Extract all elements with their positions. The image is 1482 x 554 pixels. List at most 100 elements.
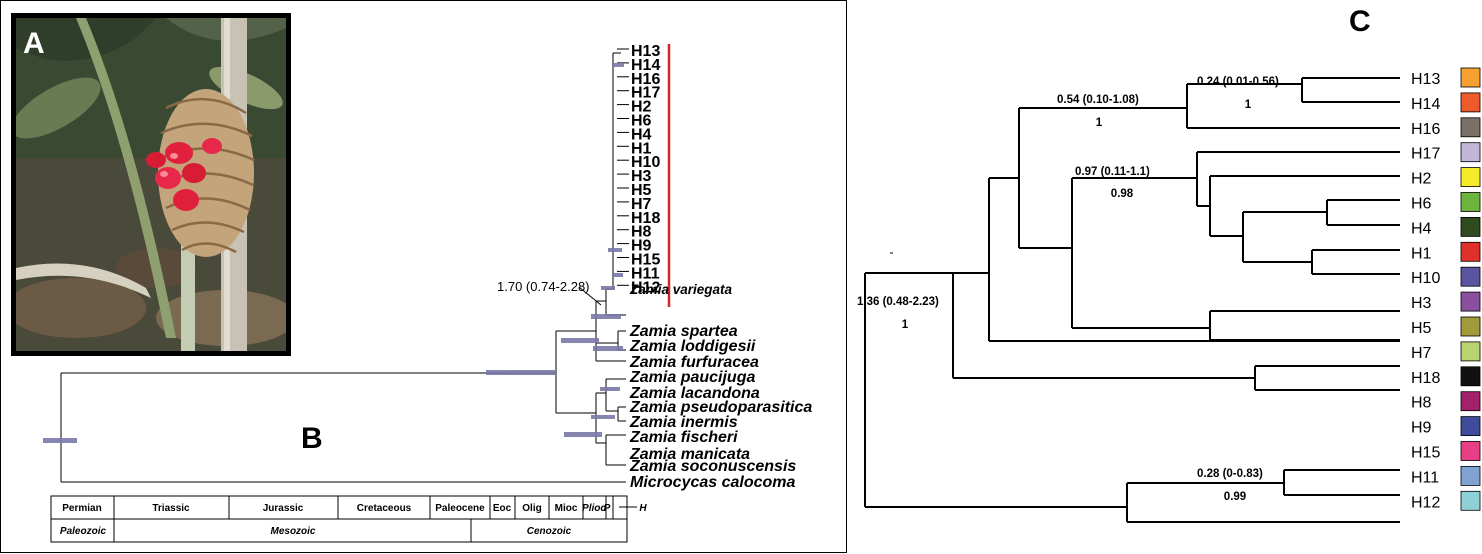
haplotype-color-swatch [1460,441,1481,461]
panel-label-a: A [23,27,45,60]
haplotype-color-swatch [1460,216,1481,237]
species-tip-label: Zamia variegata [629,282,733,297]
species-tip-label: Zamia soconuscensis [629,458,796,475]
haplotype-clade-branch [612,52,621,289]
panel-label-c: C [1349,5,1371,38]
node-age-label: 1.70 (0.74-2.28) [497,279,590,294]
species-tip-label: Zamia spartea [629,323,738,340]
tree-c-tip-label: H8 [1411,395,1432,412]
period-label: H [639,503,647,514]
haplotype-tip-label: H7 [631,196,652,213]
haplotype-tip-label: H2 [631,99,652,116]
tree-c-tip-label: H6 [1411,196,1432,213]
haplotype-color-swatch [1460,391,1481,412]
haplotype-color-swatch [1460,142,1481,163]
haplotype-tip-label: H6 [631,113,652,130]
haplotype-tip-label: H10 [631,154,660,171]
haplotype-tip-label: H18 [631,210,660,227]
species-tip-label: Zamia lacandona [629,385,760,402]
node-support-label: 0.98 [1111,188,1134,200]
haplotype-tip-label: H1 [631,140,652,157]
era-label: Cenozoic [527,526,572,537]
node-age-label: 0.97 (0.11-1.1) [1075,166,1150,178]
haplotype-tip-label: H4 [631,126,652,143]
haplotype-color-swatch [1460,366,1481,387]
haplotype-tip-label: H14 [631,57,660,74]
period-label: Cretaceous [357,503,412,514]
period-label: P [604,503,611,514]
node-support-label: 1 [902,319,909,331]
node-age-label: 0.28 (0-0.83) [1197,468,1263,480]
tree-c-tip-label: H14 [1411,96,1440,113]
fischeri-manicata-branch [605,434,626,466]
haplotype-tip-label: H12 [631,279,660,296]
haplotype-color-swatch [1460,92,1481,113]
period-label: Paleocene [435,503,485,514]
period-label: Olig [522,503,541,514]
species-tip-label: Zamia fischeri [629,429,738,446]
haplotype-tip-label: H17 [631,85,660,102]
period-label: Triassic [152,503,190,514]
haplotype-color-swatch [1460,316,1481,337]
hpd-bars [43,63,624,443]
geological-time-scale: Permian Triassic Jurassic Cretaceous Paleoce… [50,495,647,543]
pseudoparasitica-branch [617,406,626,422]
haplotype-color-swatch [1460,192,1481,212]
tree-c-tip-label: H4 [1411,220,1432,237]
haplotype-tip-label: H15 [631,252,660,269]
species-tip-label: Zamia loddigesii [629,338,756,355]
haplotype-color-swatch [1460,341,1481,362]
period-label: Eoc [493,503,512,514]
node-label-pointer [578,286,602,306]
tree-c-tip-label: H5 [1411,320,1432,337]
haplotype-color-swatch [1460,67,1481,88]
panel-ab-frame: A B [0,0,847,553]
node-age-labels: 0.24 (0.01-0.56) 1 0.54 (0.10-1.08) 1 0.97 (… [857,76,1279,503]
period-label: Plioc [582,503,606,514]
haplotype-color-swatch [1460,117,1481,138]
tree-c-branches [864,77,1400,523]
root-branches [60,372,626,483]
tree-c-tip-label: H15 [1411,445,1440,462]
species-tip-label: Zamia furfuracea [629,354,759,371]
haplotype-color-swatch [1460,241,1481,262]
haplotype-tip-label: H9 [631,238,652,255]
haplotype-color-swatch [1460,465,1481,486]
haplotype-root-branch [605,288,626,316]
tree-c-tip-labels: H13 H14 H16 H17 H2 H6 H4 H1 H10 H3 H5 H7 H18 H8 H9 H15 H… [1411,67,1481,511]
node-age-label: 0.24 (0.01-0.56) [1197,76,1279,88]
zamia-crown-branches [555,330,596,414]
species-tip-label: Zamia inermis [629,414,738,431]
tree-c-tip-label: H10 [1411,270,1440,287]
haplotype-color-swatch [1460,167,1481,188]
tree-c-tip-label: H1 [1411,245,1432,262]
tree-c-tip-label: H9 [1411,420,1432,437]
haplotype-tip-labels: H13H14H16H17H2H6H4H1H10H3H5H7H18H8H9H15H… [631,43,660,296]
species-tip-label: Microcycas calocoma [630,474,796,491]
node-support-label: 0.99 [1224,491,1246,503]
haplotype-color-swatch [1460,291,1481,312]
haplotype-color-swatch [1460,490,1481,511]
species-tip-label: Zamia paucijuga [629,369,755,386]
tree-c-tip-label: H3 [1411,295,1432,312]
tree-c-tip-label: H16 [1411,121,1440,138]
lacandona-branch [605,378,626,412]
haplotype-color-swatch [1460,416,1481,437]
tree-c-tip-label: H18 [1411,370,1440,387]
tree-c-tip-label: H12 [1411,494,1440,511]
haplotype-tip-label: H5 [631,182,652,199]
dated-phylogeny-b: 1.70 (0.74-2.28) H13H14H16H17H2H6H4H1H10… [43,43,812,543]
species-tip-label: Zamia manicata [629,446,750,463]
node-support-label: 1 [1096,117,1103,129]
haplotype-tip-label: H16 [631,71,660,88]
period-label: Mioc [555,503,578,514]
era-label: Mesozoic [270,526,315,537]
node-age-label: 1.36 (0.48-2.23) [857,296,939,308]
zamia-cone-photo [11,13,291,356]
tree-c-tip-label: H7 [1411,345,1432,362]
haplotype-tip-label: H3 [631,168,652,185]
tree-c-tip-label: H11 [1411,469,1439,486]
cone-photo-illustration [16,18,286,351]
period-label: Jurassic [263,503,304,514]
